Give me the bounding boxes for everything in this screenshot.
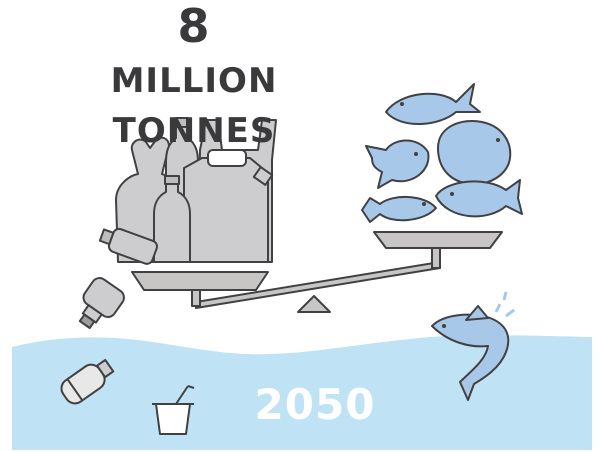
fish-bottom-left: [361, 195, 437, 223]
floating-cup-icon: [152, 385, 195, 435]
fish-round-right: [437, 120, 512, 186]
headline-amount: 8: [177, 0, 211, 53]
jerry-can-spout: [252, 166, 274, 186]
fish-mid-left: [365, 139, 430, 189]
balance-scale-icon: [131, 231, 503, 313]
jerry-can-handle: [207, 149, 247, 167]
left-pan: [131, 271, 269, 291]
right-pan-support: [431, 245, 441, 269]
front-bottle-cap: [164, 175, 180, 185]
headline: 8 MILLION TONNES: [96, 3, 292, 153]
headline-line2: TONNES: [112, 111, 276, 151]
falling-bottle-icon: [78, 277, 125, 330]
fish-top: [385, 83, 481, 125]
right-pan: [373, 231, 503, 249]
lying-bottle-cap: [98, 228, 115, 246]
fish-group-icon: [361, 83, 523, 223]
jumping-fish-icon: [431, 291, 515, 401]
fish-bottom-right: [435, 179, 523, 218]
headline-unit: MILLION: [110, 61, 278, 101]
plastic-waste-pile-icon: [98, 117, 277, 265]
floating-bottle-icon: [60, 358, 115, 405]
headline-line1: 8 MILLION: [96, 3, 292, 109]
year-label: 2050: [254, 380, 376, 429]
front-bottle: [153, 181, 191, 263]
scale-fulcrum: [297, 295, 331, 313]
ocean-water: [12, 334, 592, 450]
tall-bottle-cap: [175, 117, 189, 128]
